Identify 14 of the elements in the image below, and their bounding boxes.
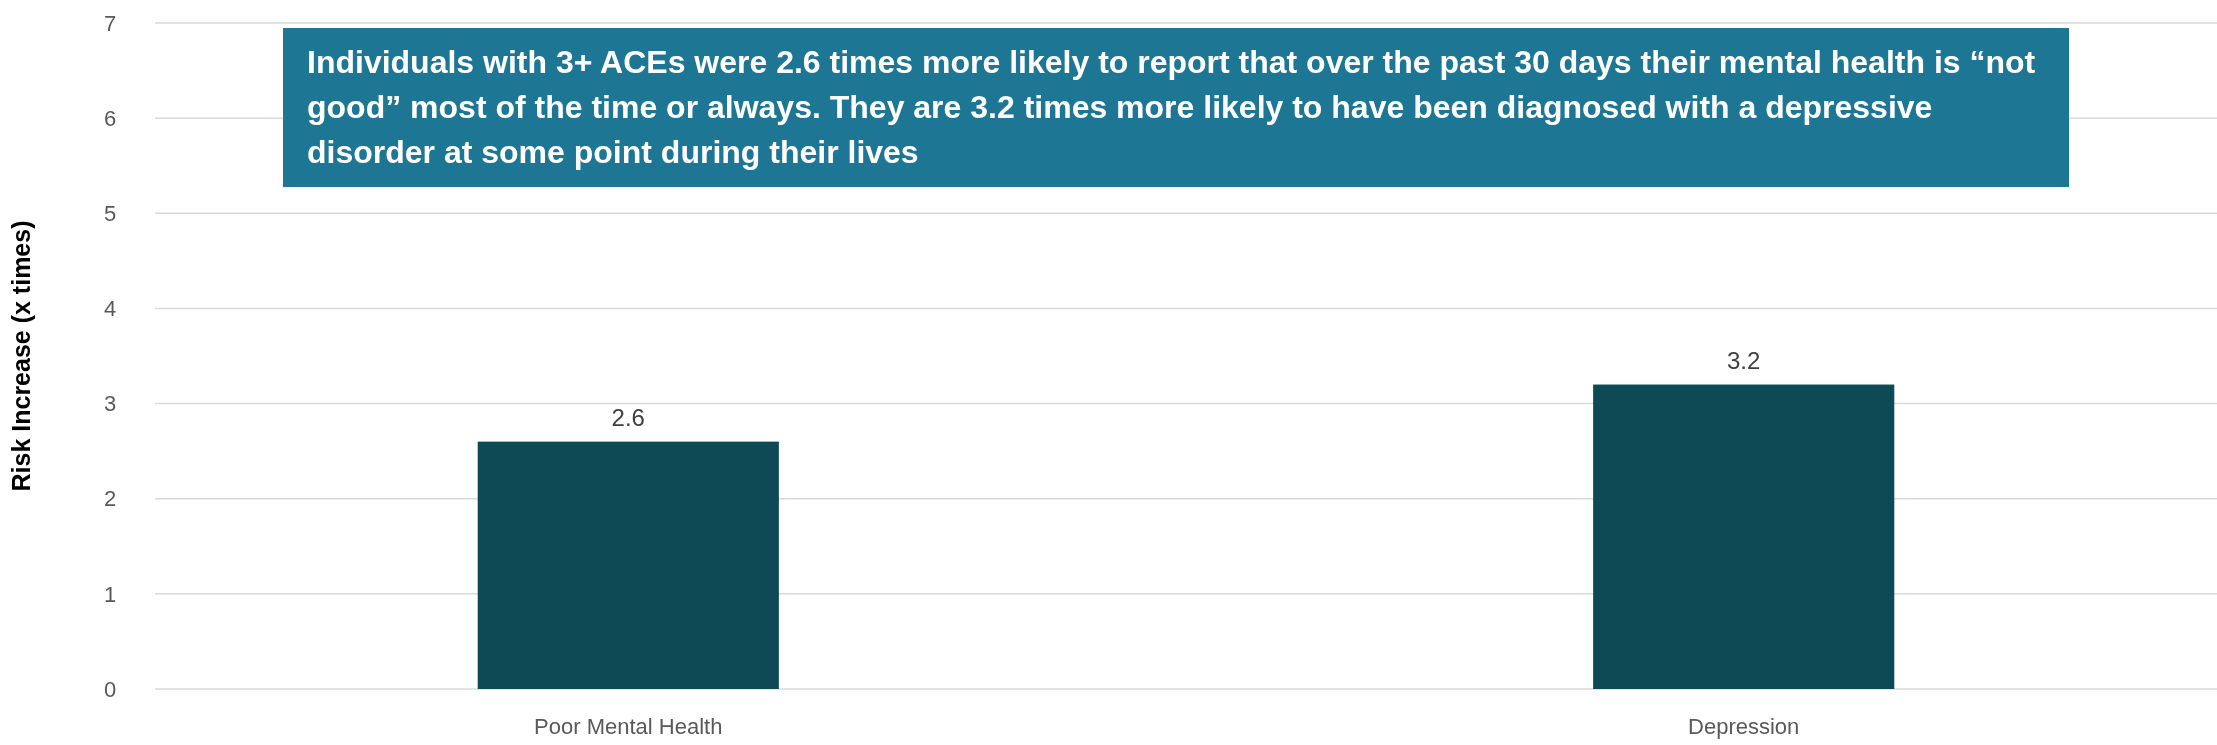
y-tick-label: 7 — [103, 10, 117, 36]
y-tick-label: 1 — [103, 581, 117, 607]
x-tick-label: Poor Mental Health — [534, 714, 723, 739]
y-tick-label: 5 — [103, 200, 117, 226]
y-tick-label: 6 — [103, 105, 117, 131]
annotation: Individuals with 3+ ACEs were 2.6 times more likely to report that over the past 30 days their mental health is “not good” most of the time or always. They are 3.2 times more likely to have been diagnosed with a depressive disorder at some point during their lives — [283, 28, 2069, 187]
data-label: 2.6 — [611, 403, 645, 431]
y-tick-label: 3 — [103, 391, 117, 417]
y-axis-title: Risk Increase (x times) — [7, 220, 35, 492]
x-tick-label: Depression — [1688, 714, 1800, 739]
y-tick-label: 2 — [103, 486, 117, 512]
y-tick-label: 0 — [103, 676, 117, 702]
y-tick-label: 4 — [103, 296, 117, 322]
data-label: 3.2 — [1727, 346, 1761, 374]
